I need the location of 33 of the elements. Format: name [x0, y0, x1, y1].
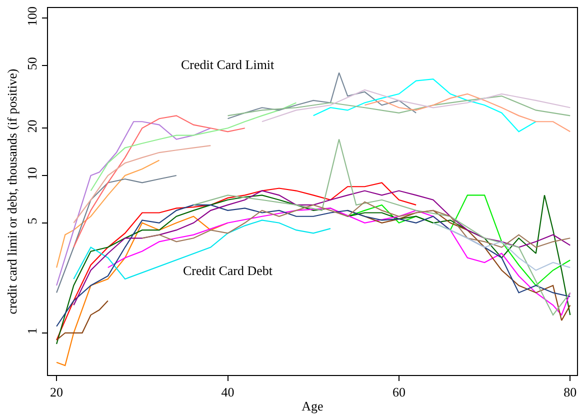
line-series [73, 145, 212, 224]
line-series [73, 190, 571, 306]
line-series [73, 115, 246, 248]
annotation: Credit Card Limit [181, 57, 275, 72]
y-axis-title: credit card limit or debt, thousands (if positive) [4, 68, 20, 314]
line-series [227, 72, 417, 120]
x-axis-title: Age [302, 398, 324, 414]
y-tick-label: 10 [24, 167, 40, 180]
y-tick-label: 20 [24, 120, 40, 133]
line-series [56, 194, 571, 345]
line-series [142, 201, 571, 248]
line-series [56, 182, 417, 341]
line-series [56, 160, 160, 268]
y-tick-label: 5 [24, 218, 40, 224]
line-series [56, 204, 571, 327]
x-tick-label: 40 [221, 384, 234, 400]
line-series [56, 300, 108, 341]
annotation: Credit Card Debt [183, 263, 273, 278]
line-series [56, 174, 177, 294]
line-series [227, 95, 571, 116]
y-tick-label: 1 [24, 328, 40, 334]
y-tick-label: 100 [24, 6, 40, 26]
line-series [107, 208, 571, 316]
line-series [73, 220, 332, 280]
line-series [432, 222, 571, 271]
line-series [364, 93, 571, 132]
line-series [312, 78, 536, 132]
x-tick-label: 80 [564, 384, 577, 400]
x-tick-label: 60 [392, 384, 406, 400]
x-tick-label: 20 [50, 384, 64, 400]
y-tick-label: 50 [24, 57, 40, 70]
line-series [261, 89, 571, 122]
line-series [90, 102, 297, 192]
